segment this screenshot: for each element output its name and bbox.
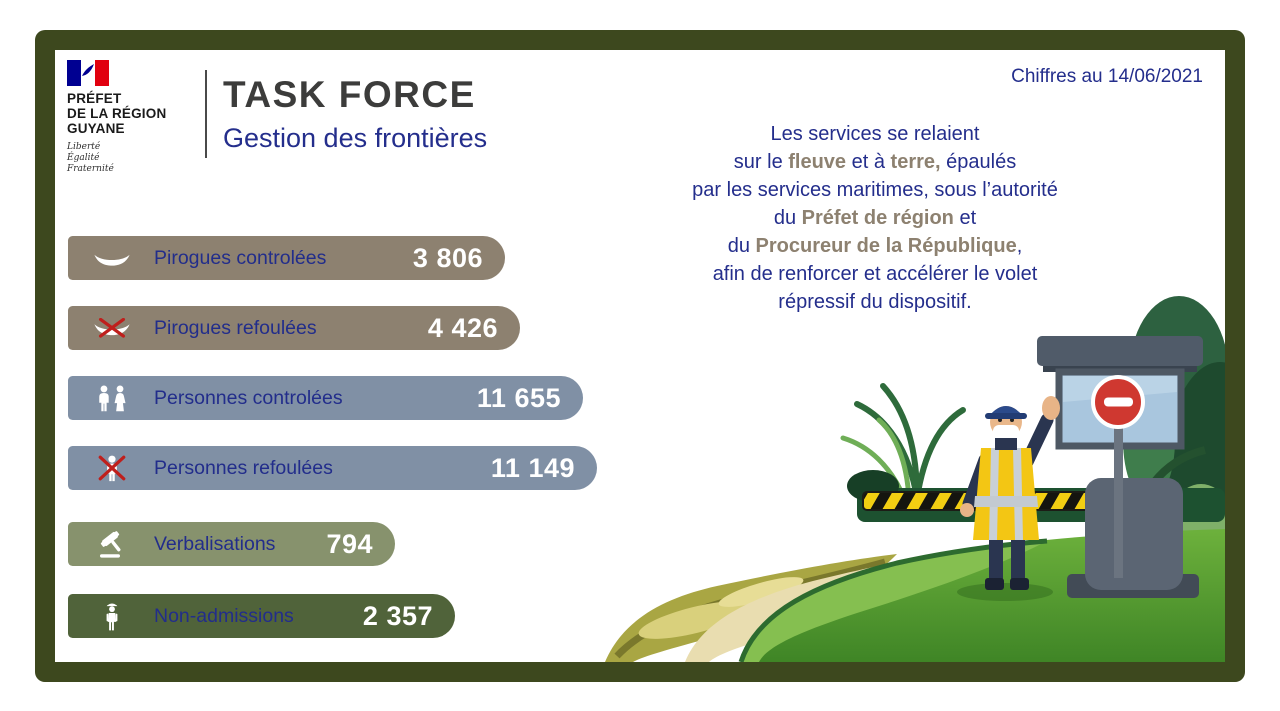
officer-icon [83, 602, 141, 631]
logo-text: PRÉFET DE LA RÉGION GUYANE [67, 91, 197, 136]
stat-bar-personnes-refoulees: Personnes refoulées 11 149 [68, 446, 597, 490]
stat-bar-pirogues-refoulees: Pirogues refoulées 4 426 [68, 306, 520, 350]
stat-row: Personnes refoulées 11 149 [68, 446, 597, 490]
persons-icon [83, 384, 141, 412]
stat-row: Pirogues refoulées 4 426 [68, 306, 597, 350]
logo-line: GUYANE [67, 121, 125, 136]
gavel-icon [83, 530, 141, 558]
stat-bar-verbalisations: Verbalisations 794 [68, 522, 395, 566]
poster-frame: PRÉFET DE LA RÉGION GUYANE Liberté Égali… [35, 30, 1245, 682]
page-title: TASK FORCE [223, 74, 476, 115]
stats-list: Pirogues controlées 3 806 Pirogues refou… [68, 236, 597, 664]
date-label: Chiffres au 14/06/2021 [1011, 66, 1203, 87]
stat-row: Pirogues controlées 3 806 [68, 236, 597, 280]
stat-label: Personnes controlées [154, 386, 343, 409]
pirogue-icon [83, 249, 141, 268]
header-titles: TASK FORCE Gestion des frontières [223, 74, 487, 154]
stat-row: Verbalisations 794 [68, 522, 597, 566]
stat-row: Non-admissions 2 357 [68, 594, 597, 638]
border-guard [957, 396, 1060, 601]
stat-label: Pirogues controlées [154, 246, 327, 269]
page-subtitle: Gestion des frontières [223, 123, 488, 153]
person-blocked-icon [83, 454, 141, 482]
poster-content: PRÉFET DE LA RÉGION GUYANE Liberté Égali… [55, 50, 1225, 662]
description-text: Les services se relaient sur le fleuve et… [692, 123, 1058, 313]
pirogue-blocked-icon [83, 318, 141, 338]
stat-bar-pirogues-controlees: Pirogues controlées 3 806 [68, 236, 505, 280]
stat-value: 11 149 [490, 452, 575, 483]
stat-value: 3 806 [412, 242, 483, 273]
logo-line: PRÉFET [67, 91, 122, 106]
french-flag-icon [67, 60, 109, 86]
checkpoint-booth [1037, 336, 1203, 598]
logo-line: DE LA RÉGION [67, 106, 167, 121]
prefecture-logo: PRÉFET DE LA RÉGION GUYANE Liberté Égali… [67, 60, 197, 175]
stat-value: 2 357 [362, 600, 433, 631]
stat-value: 4 426 [427, 312, 498, 343]
stat-row: Personnes controlées 11 655 [68, 376, 597, 420]
stat-label: Pirogues refoulées [154, 316, 317, 339]
stat-bar-personnes-controlees: Personnes controlées 11 655 [68, 376, 583, 420]
stat-label: Non-admissions [154, 604, 294, 627]
header-divider [205, 70, 207, 158]
no-entry-sign [1091, 375, 1145, 429]
stat-value: 11 655 [476, 382, 561, 413]
stat-label: Verbalisations [154, 532, 276, 555]
stat-bar-non-admissions: Non-admissions 2 357 [68, 594, 455, 638]
logo-motto: Liberté Égalité Fraternité [67, 142, 114, 174]
checkpoint-illustration [605, 296, 1225, 662]
stat-label: Personnes refoulées [154, 456, 333, 479]
stat-value: 794 [326, 528, 373, 559]
